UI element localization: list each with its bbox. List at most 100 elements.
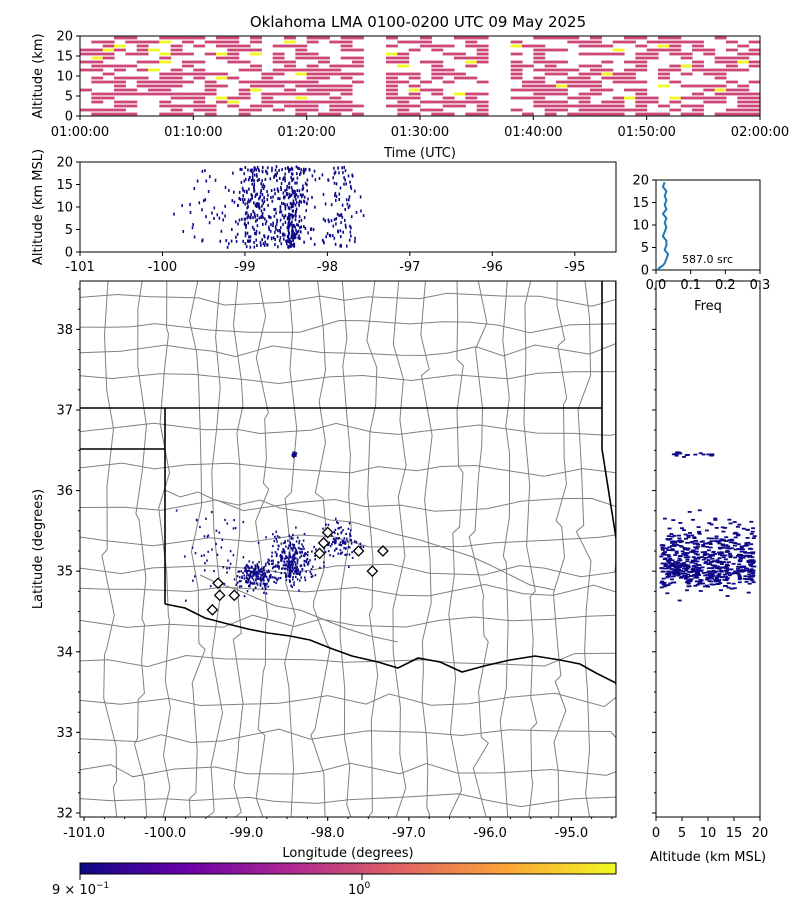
time-height-cell — [216, 72, 228, 76]
lon-alt-point — [264, 217, 266, 221]
plan-view-point — [290, 584, 292, 587]
lon-alt-point — [286, 217, 289, 221]
time-height-cell — [340, 104, 353, 108]
plan-view-point — [309, 571, 312, 574]
alt-lat-point — [721, 530, 726, 533]
lon-alt-point — [348, 238, 351, 242]
alt-lat-point — [678, 452, 683, 455]
time-height-cell — [318, 84, 330, 88]
lon-alt-point — [324, 202, 327, 206]
lon-alt-point — [339, 229, 342, 233]
plan-view-point — [263, 569, 265, 572]
alt-lat-point — [745, 567, 749, 570]
alt-lat-point — [685, 560, 690, 563]
plan-view-point — [246, 563, 248, 566]
plan-view-point — [341, 539, 344, 543]
lon-alt-point — [253, 241, 255, 244]
alt-lat-point — [727, 572, 732, 574]
lon-alt-point — [293, 242, 296, 246]
lon-alt-point — [254, 213, 256, 217]
lon-alt-point — [306, 183, 308, 187]
plan-view-point — [256, 563, 259, 566]
lon-alt-point — [332, 224, 335, 228]
lon-alt-point — [284, 172, 286, 176]
plan-view-point — [259, 583, 262, 586]
time-height-cell — [510, 108, 523, 112]
time-height-cell — [329, 72, 342, 76]
lon-alt-point — [307, 231, 309, 235]
plan-view-point — [256, 582, 258, 585]
alt-lat-point — [723, 554, 728, 557]
time-height-cell — [431, 68, 444, 72]
lon-alt-point — [253, 166, 256, 170]
plan-view-point — [254, 564, 257, 567]
time-height-cell — [635, 68, 648, 72]
alt-lat-point — [662, 581, 667, 584]
lon-alt-point — [287, 235, 290, 239]
time-height-cell — [306, 36, 319, 40]
alt-lat-point — [688, 532, 692, 534]
time-height-cell — [635, 44, 648, 48]
lon-alt-point — [326, 232, 329, 236]
alt-lat-point — [737, 523, 742, 526]
time-height-cell — [442, 72, 455, 76]
time-height-cell — [624, 76, 636, 80]
plan-view-point — [360, 545, 362, 548]
plan-view-xtick-label: -97.0 — [392, 826, 426, 841]
plan-view-point — [291, 454, 294, 457]
plan-view-point — [196, 519, 198, 522]
plan-view-point — [333, 540, 336, 543]
alt-lat-point — [719, 589, 723, 592]
alt-lat-point — [666, 571, 671, 573]
alt-lat-point — [659, 555, 664, 558]
lon-alt-point — [249, 235, 252, 239]
alt-lat-point — [750, 556, 755, 559]
plan-view-point — [327, 523, 330, 526]
alt-lat-point — [666, 538, 671, 541]
time-height-cell — [522, 112, 534, 116]
plan-view-point — [282, 564, 285, 567]
plan-view-point — [184, 555, 186, 558]
plan-view-point — [313, 545, 315, 548]
alt-lat-point — [713, 579, 718, 581]
lon-alt-point — [344, 208, 346, 211]
alt-lat-point — [695, 553, 700, 556]
alt-lat-point — [747, 552, 752, 554]
plan-view-point — [339, 549, 342, 552]
alt-lat-point — [713, 540, 718, 542]
time-height-cell — [646, 112, 659, 116]
alt-lat-point — [705, 553, 710, 556]
plan-view-point — [241, 576, 243, 579]
lon-alt-point — [314, 205, 316, 209]
county-boundary — [206, 281, 224, 817]
plan-view-point — [332, 555, 335, 558]
lon-alt-point — [331, 234, 334, 237]
alt-lat-point — [695, 583, 700, 586]
plan-view-point — [288, 563, 291, 566]
lon-alt-point — [267, 235, 270, 239]
time-height-cell — [703, 72, 716, 76]
time-height-cell — [454, 92, 466, 96]
lon-alt-point — [260, 216, 262, 220]
plan-view-point — [259, 584, 262, 587]
lon-alt-point — [360, 209, 362, 213]
time-height-cell — [748, 48, 761, 52]
time-height-cell — [590, 36, 602, 40]
plan-view-point — [338, 527, 341, 530]
lon-alt-point — [247, 200, 249, 204]
alt-lat-point — [726, 564, 730, 567]
plan-view-point — [304, 560, 306, 563]
alt-lat-xtick-label: 15 — [726, 826, 743, 841]
lon-alt-point — [283, 216, 285, 220]
alt-lat-point — [746, 561, 751, 563]
lon-alt-point — [338, 171, 340, 175]
alt-lat-panel: 0 5 10 15 20 Altitude (km MSL) — [650, 280, 768, 865]
lon-alt-point — [344, 178, 346, 182]
plan-view-xtick-label: -101.0 — [63, 826, 105, 841]
alt-lat-point — [687, 571, 692, 573]
alt-lat-point — [727, 518, 732, 521]
station-marker — [212, 577, 224, 590]
time-height-cell — [635, 104, 648, 108]
alt-lat-point — [723, 558, 728, 561]
lon-alt-point — [343, 182, 345, 186]
